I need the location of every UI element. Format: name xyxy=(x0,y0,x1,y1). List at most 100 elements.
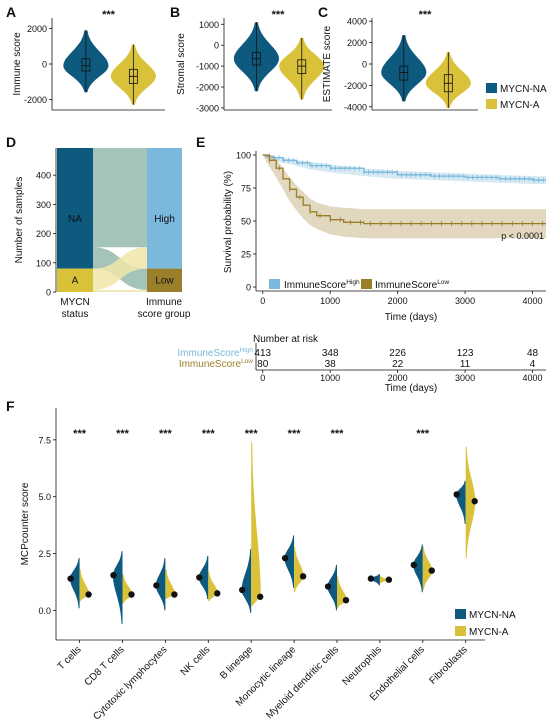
legend-label: MYCN-NA xyxy=(500,84,547,95)
mean-point-mycn-na xyxy=(153,582,160,589)
mean-point-mycn-na xyxy=(453,491,460,498)
risk-value: 48 xyxy=(527,348,539,359)
mean-point-mycn-a xyxy=(471,498,478,505)
risk-value: 80 xyxy=(257,359,269,370)
significance-label: *** xyxy=(419,9,433,21)
risk-value: 11 xyxy=(460,359,471,370)
stratum-label-high: High xyxy=(154,214,175,225)
mean-point-mycn-na xyxy=(367,575,375,582)
legend-key-mycn-na xyxy=(486,83,497,93)
stratum-a xyxy=(57,268,93,292)
mean-point-mycn-a xyxy=(128,591,135,598)
x-tick-label: Myeloid dendritic cells xyxy=(264,644,341,721)
risk-x-tick-label: 3000 xyxy=(455,373,475,383)
y-tick-label: 4000 xyxy=(347,17,367,27)
risk-x-tick-label: 0 xyxy=(260,373,265,383)
x-tick-label: B lineage xyxy=(218,644,256,682)
mean-point-mycn-a xyxy=(428,567,435,574)
violin-mycn-a xyxy=(165,569,175,600)
panel-letter: A xyxy=(6,4,16,20)
box xyxy=(297,59,307,74)
mean-point-mycn-a xyxy=(256,593,264,600)
violin-mycn-a xyxy=(422,546,433,590)
risk-row-label: ImmuneScoreLow xyxy=(179,358,253,370)
ci-band-low xyxy=(262,155,546,239)
significance-label: *** xyxy=(102,9,116,21)
y-tick-label: -4000 xyxy=(344,102,367,112)
violin-mycn-na xyxy=(370,574,380,586)
x-tick-label: CD8 T cells xyxy=(83,644,127,688)
x-axis-label: Time (days) xyxy=(385,312,437,323)
risk-x-tick-label: 4000 xyxy=(522,373,542,383)
x-tick-label: 2000 xyxy=(388,296,408,306)
violin-mycn-na xyxy=(284,535,295,588)
mean-point-mycn-a xyxy=(299,573,307,580)
x-tick-label: T cells xyxy=(56,644,84,672)
flow-na-high xyxy=(93,148,147,248)
stratum-label-na: NA xyxy=(68,214,82,225)
violin-mycn-na xyxy=(155,558,166,611)
y-axis-label: ESTIMATE score xyxy=(322,25,333,102)
mean-point-mycn-na xyxy=(110,571,117,579)
y-tick-label: 0 xyxy=(246,283,251,293)
flow-a-low xyxy=(93,289,147,292)
risk-value: 123 xyxy=(457,348,474,359)
mean-point-mycn-a xyxy=(171,591,178,598)
risk-value: 38 xyxy=(325,359,337,370)
y-tick-label: 50 xyxy=(241,217,251,227)
risk-x-tick-label: 1000 xyxy=(320,373,340,383)
stratum-high xyxy=(147,148,182,269)
significance-label: *** xyxy=(73,428,87,440)
violin-mycn-na xyxy=(413,544,423,593)
y-tick-label: 2000 xyxy=(27,24,47,34)
significance-label: *** xyxy=(331,428,345,440)
violin-mycn-a xyxy=(379,576,390,584)
x-tick-label: Fibroblasts xyxy=(427,644,469,686)
y-tick-label: 0.0 xyxy=(38,606,51,616)
risk-value: 348 xyxy=(322,348,339,359)
violin-mycn-a xyxy=(337,576,347,609)
legend-label-high: ImmuneScoreHigh xyxy=(284,279,360,291)
box xyxy=(81,58,91,72)
stratum-label-a: A xyxy=(72,275,79,286)
legend-key-mycn-a xyxy=(455,626,466,636)
y-tick-label: -3000 xyxy=(196,103,219,113)
y-tick-label: 0 xyxy=(362,60,367,70)
y-tick-label: -2000 xyxy=(196,83,219,93)
flow-a-high xyxy=(93,247,147,290)
significance-label: *** xyxy=(116,428,130,440)
x-tick-label: 1000 xyxy=(320,296,340,306)
panel-letter: F xyxy=(6,398,15,414)
panel-letter: E xyxy=(196,134,205,150)
y-axis-label: Survival probability (%) xyxy=(223,171,234,273)
legend-label-low: ImmuneScoreLow xyxy=(375,279,449,291)
y-tick-label: 0 xyxy=(46,288,51,298)
stratum-label-low: Low xyxy=(155,275,174,286)
significance-label: *** xyxy=(272,9,286,21)
y-tick-label: 7.5 xyxy=(38,435,51,445)
risk-value: 22 xyxy=(392,359,404,370)
x-tick-label: 3000 xyxy=(455,296,475,306)
risk-x-axis-label: Time (days) xyxy=(385,383,437,394)
y-tick-label: 5.0 xyxy=(38,492,51,502)
violin-mycn-na xyxy=(198,555,209,600)
y-tick-label: 300 xyxy=(36,200,51,210)
mean-point-mycn-na xyxy=(410,561,417,569)
axis1-label: MYCN xyxy=(60,297,89,308)
ci-band-high xyxy=(262,155,546,184)
significance-label: *** xyxy=(245,428,259,440)
y-tick-label: 2.5 xyxy=(38,549,51,559)
y-axis-label: Immune score xyxy=(12,32,23,96)
significance-label: *** xyxy=(159,428,173,440)
significance-label: *** xyxy=(416,428,430,440)
x-tick-label: Neutrophils xyxy=(340,644,384,688)
risk-value: 4 xyxy=(530,359,536,370)
significance-label: *** xyxy=(288,428,302,440)
stratum-na xyxy=(57,148,93,269)
violin-mycn-na xyxy=(70,558,80,609)
y-axis-label: Number of samples xyxy=(14,177,25,264)
risk-value: 226 xyxy=(389,348,406,359)
axis1-label-line2: status xyxy=(62,309,89,320)
panel-letter: D xyxy=(6,134,16,150)
